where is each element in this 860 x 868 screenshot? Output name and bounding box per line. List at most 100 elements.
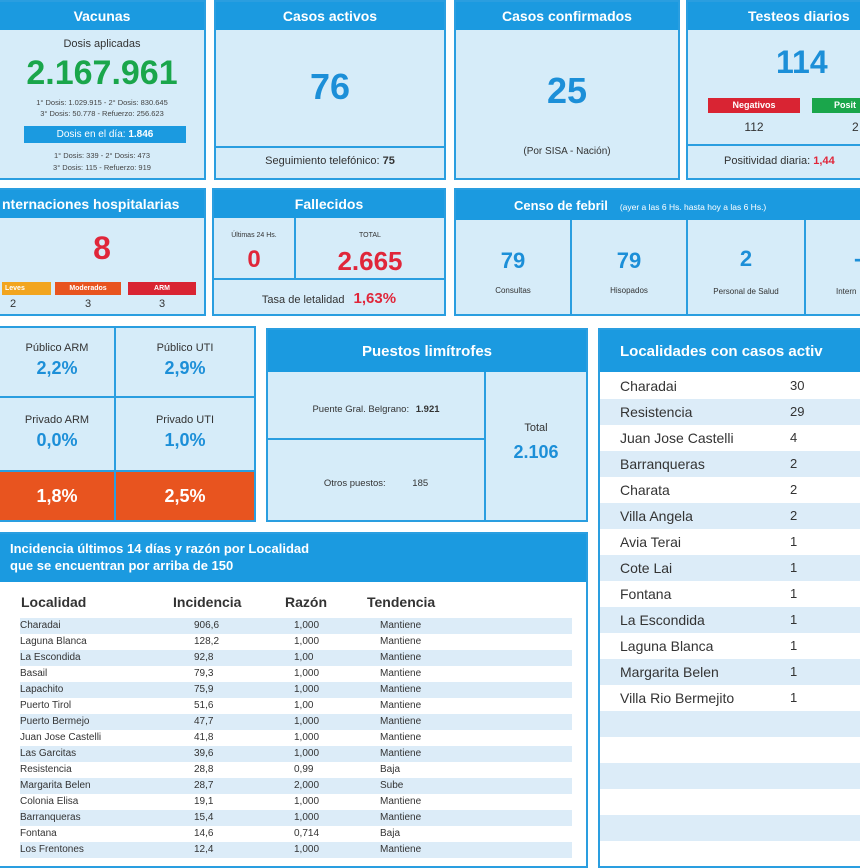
localidades-table: Charadai 30 Resistencia 29 Juan Jose Castell… — [600, 373, 860, 711]
incidencia-table: Localidad Incidencia Razón Tendencia Cha… — [20, 586, 572, 858]
censo-consultas-value: 79 — [500, 248, 526, 273]
incidencia-cell-localidad: Puerto Tirol — [20, 700, 72, 711]
otros-value: 185 — [412, 478, 429, 489]
puestos-limitrofes-title: Puestos limítrofes — [268, 330, 586, 372]
incidencia-row: Laguna Blanca 128,2 1,000 Mantiene — [20, 634, 572, 650]
incidencia-title-line1: Incidencia últimos 14 días y razón por L… — [10, 541, 310, 556]
moderados-badge: Moderados — [55, 282, 121, 295]
incidencia-cell-incidencia: 75,9 — [172, 682, 284, 698]
arm-badge: ARM — [128, 282, 196, 295]
localidades-title: Localidades con casos activ — [600, 330, 860, 372]
puente-label: Puente Gral. Belgrano: — [312, 404, 410, 415]
censo-personal-label: Personal de Salud — [713, 287, 779, 296]
incidencia-row: Margarita Belen 28,7 2,000 Sube — [20, 778, 572, 794]
casos-activos-card: Casos activos 76 Seguimiento telefónico:… — [214, 0, 446, 180]
incidencia-cell-razon: 1,000 — [284, 810, 366, 826]
total-uti-cell: 2,5% — [116, 472, 254, 520]
positivos-value: 2 — [852, 120, 859, 134]
fallecidos-col-divider — [294, 218, 296, 278]
publico-arm-label: Público ARM — [25, 342, 89, 354]
fallecidos-total-label: TOTAL — [359, 232, 381, 239]
letalidad-row: Tasa de letalidad 1,63% — [214, 290, 444, 307]
incidencia-col-tendencia: Tendencia — [367, 594, 436, 610]
localidades-list: Charadai 30 Resistencia 29 Juan Jose Castell… — [600, 373, 860, 866]
testeos-card: Testeos diarios 114 Negativos Posit 112 … — [686, 0, 860, 180]
testeos-title-text: Testeos diarios — [748, 8, 850, 24]
incidencia-cell-localidad: Fontana — [20, 828, 57, 839]
puente-row: Puente Gral. Belgrano: 1.921 — [268, 404, 484, 415]
censo-divider-2 — [686, 220, 688, 314]
localidad-row: Villa Angela 2 — [600, 503, 860, 529]
privado-arm-cell: Privado ARM 0,0% — [0, 398, 114, 470]
incidencia-cell-localidad: Laguna Blanca — [20, 636, 87, 647]
privado-arm-label: Privado ARM — [24, 414, 90, 426]
testeos-value: 114 — [776, 44, 828, 80]
censo-divider-1 — [570, 220, 572, 314]
letalidad-label: Tasa de letalidad — [261, 294, 345, 306]
localidad-count: 2 — [790, 482, 798, 497]
localidad-count: 2 — [790, 508, 798, 523]
incidencia-cell-localidad: Basail — [20, 668, 48, 679]
incidencia-cell-incidencia: 41,8 — [194, 732, 214, 743]
casos-confirmados-card: Casos confirmados 25 (Por SISA - Nación) — [454, 0, 680, 180]
incidencia-cell-incidencia: 47,7 — [172, 714, 284, 730]
incidencia-cell-localidad: Juan Jose Castelli — [20, 732, 102, 743]
otros-label: Otros puestos: — [323, 478, 386, 489]
incidencia-cell-incidencia: 14,6 — [194, 828, 214, 839]
fallecidos-24h-value: 0 — [247, 246, 261, 273]
publico-uti-value: 2,9% — [164, 358, 206, 378]
positividad-divider — [688, 144, 860, 146]
incidencia-cell-tendencia: Mantiene — [366, 618, 572, 634]
incidencia-cell-razon: 1,000 — [294, 732, 320, 743]
incidencia-cell-tendencia: Mantiene — [366, 650, 572, 666]
privado-uti-value: 1,0% — [164, 430, 206, 450]
incidencia-cell-razon: 1,000 — [294, 668, 320, 679]
negativos-value: 112 — [744, 120, 764, 134]
incidencia-cell-razon: 1,000 — [284, 842, 366, 858]
total-arm-cell: 1,8% — [0, 472, 114, 520]
censo-febril-title: Censo de febril — [514, 198, 608, 213]
localidad-name: Barranqueras — [620, 456, 705, 472]
incidencia-cell-incidencia: 128,2 — [194, 636, 220, 647]
incidencia-cell-localidad: Resistencia — [20, 764, 72, 775]
incidencia-cell-tendencia: Baja — [380, 764, 401, 775]
localidad-row: Avia Terai 1 — [600, 529, 860, 555]
localidad-row: Barranqueras 2 — [600, 451, 860, 477]
localidad-count: 1 — [790, 534, 798, 549]
incidencia-cell-tendencia: Mantiene — [366, 746, 572, 762]
localidad-name: Cote Lai — [620, 560, 673, 576]
incidencia-row: La Escondida 92,8 1,00 Mantiene — [20, 650, 572, 666]
incidencia-row: Puerto Bermejo 47,7 1,000 Mantiene — [20, 714, 572, 730]
fallecidos-24h-label: Últimas 24 Hs. — [231, 232, 277, 239]
censo-divider-3 — [804, 220, 806, 314]
moderados-value: 3 — [84, 298, 92, 310]
censo-hisopados-value: 79 — [616, 248, 642, 273]
ocupacion-grid: Público ARM 2,2% Público UTI 2,9% Privad… — [0, 326, 256, 522]
incidencia-col-incidencia: Incidencia — [173, 594, 242, 610]
incidencia-cell-localidad: Puerto Bermejo — [20, 714, 172, 730]
fallecidos-total-value: 2.665 — [337, 246, 403, 276]
localidades-card: Localidades con casos activ Charadai 30 Re… — [598, 328, 860, 868]
incidencia-header: Incidencia últimos 14 días y razón por L… — [0, 534, 586, 582]
incidencia-cell-razon: 1,000 — [284, 714, 366, 730]
incidencia-cell-razon: 0,99 — [294, 764, 314, 775]
puente-value: 1.921 — [415, 404, 440, 415]
vacunas-dosis-line1: 1° Dosis: 1.029.915 - 2° Dosis: 830.645 — [36, 98, 168, 107]
incidencia-cell-localidad: Margarita Belen — [20, 778, 172, 794]
localidad-row: Charadai 30 — [600, 373, 860, 399]
incidencia-cell-tendencia: Mantiene — [366, 682, 572, 698]
incidencia-cell-razon: 1,000 — [284, 682, 366, 698]
localidad-row: Cote Lai 1 — [600, 555, 860, 581]
localidad-count: 2 — [790, 456, 798, 471]
incidencia-cell-tendencia: Mantiene — [380, 732, 422, 743]
localidad-count: 1 — [790, 638, 798, 653]
casos-activos-value: 76 — [309, 66, 351, 107]
incidencia-cell-incidencia: 28,8 — [194, 764, 214, 775]
seguimiento-row: Seguimiento telefónico: 75 — [216, 155, 444, 167]
total-arm-value: 1,8% — [36, 486, 78, 506]
incidencia-cell-tendencia: Mantiene — [380, 796, 422, 807]
censo-consultas-label: Consultas — [495, 286, 531, 295]
seguimiento-label: Seguimiento telefónico: — [265, 155, 380, 167]
positividad-row: Positividad diaria: 1,44 — [724, 155, 835, 167]
puestos-total-label: Total — [524, 422, 548, 434]
